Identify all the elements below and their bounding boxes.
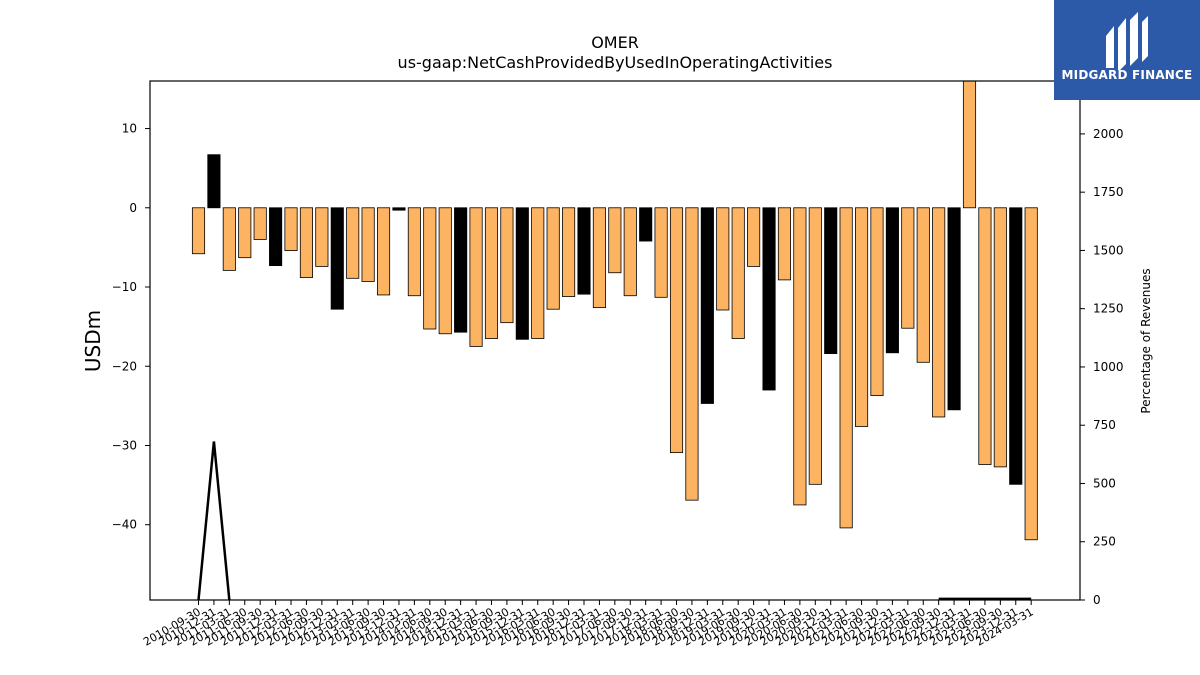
bar [978, 207, 992, 465]
bar [253, 207, 267, 240]
y-tick-label: −30 [112, 438, 137, 452]
bar [993, 207, 1007, 468]
bar [808, 207, 822, 485]
logo-text: MIDGARD FINANCE [1061, 68, 1193, 82]
y-tick-label: −10 [112, 280, 137, 294]
bar [654, 207, 668, 298]
bar [608, 207, 622, 274]
bar [885, 207, 899, 354]
chart-subtitle: us-gaap:NetCashProvidedByUsedInOperating… [398, 53, 833, 72]
bar [361, 207, 375, 282]
bar [454, 207, 468, 333]
y-axis-right: 0 250 500 750 1000 1250 1500 1750 2000 [1080, 127, 1124, 607]
bar [639, 207, 653, 242]
y-right-tick-label: 2000 [1093, 127, 1124, 141]
bar [700, 207, 714, 404]
bar [238, 207, 252, 259]
bar [562, 207, 576, 297]
bar [346, 207, 360, 279]
y-right-tick-label: 1250 [1093, 302, 1124, 316]
bar [932, 207, 946, 418]
bar [207, 154, 221, 209]
bar [577, 207, 591, 295]
bar [515, 207, 529, 340]
bar [855, 207, 869, 427]
y-right-tick-label: 750 [1093, 418, 1116, 432]
bar [531, 207, 545, 339]
bar [438, 207, 452, 335]
bar [484, 207, 499, 339]
y-tick-label: 0 [129, 201, 137, 215]
y-right-tick-label: 250 [1093, 535, 1116, 549]
y-axis-label-right: Percentage of Revenues [1139, 268, 1153, 413]
bar [793, 207, 807, 506]
bar [1009, 207, 1023, 485]
bar [423, 207, 437, 330]
bar [947, 207, 961, 411]
bar [269, 207, 283, 267]
bar [916, 207, 930, 363]
bar [901, 207, 915, 329]
bar [685, 207, 699, 501]
bar [222, 207, 236, 271]
bar [824, 207, 838, 354]
y-right-tick-label: 500 [1093, 476, 1116, 490]
midgard-logo-icon [1106, 12, 1148, 70]
bar [839, 207, 853, 529]
bar [669, 207, 684, 454]
chart-title: OMER [591, 33, 639, 52]
y-tick-label: −20 [112, 359, 137, 373]
y-tick-label: −40 [112, 518, 137, 532]
bar [747, 207, 761, 267]
y-axis-label-left: USDm [81, 310, 105, 372]
y-right-tick-label: 1500 [1093, 243, 1124, 257]
bar [777, 207, 792, 281]
bar [191, 207, 206, 255]
y-right-tick-label: 1000 [1093, 360, 1124, 374]
bar [392, 207, 406, 211]
y-right-tick-label: 1750 [1093, 185, 1124, 199]
y-right-tick-label: 0 [1093, 593, 1101, 607]
midgard-logo: MIDGARD FINANCE [1054, 0, 1200, 100]
bar [284, 207, 298, 251]
bar [500, 207, 514, 324]
bar [870, 207, 884, 396]
bar [762, 207, 776, 391]
line-series [197, 441, 231, 601]
bar [716, 207, 730, 311]
bar [469, 207, 483, 347]
y-tick-label: 10 [122, 122, 137, 136]
bar [546, 207, 560, 310]
bar [315, 207, 329, 267]
bar [592, 207, 606, 309]
bar [299, 207, 313, 278]
y-axis-left: −40 −30 −20 −10 0 10 [112, 122, 150, 532]
bar [407, 207, 421, 297]
bar [376, 207, 391, 296]
bar [330, 207, 344, 310]
x-axis: 2010-09-302010-12-312011-03-312011-06-30… [141, 600, 1036, 649]
bar [731, 207, 745, 339]
bar [623, 207, 637, 297]
bar [1024, 207, 1038, 541]
bars-group [191, 80, 1038, 541]
bar [962, 80, 977, 209]
line-group [197, 441, 1032, 601]
